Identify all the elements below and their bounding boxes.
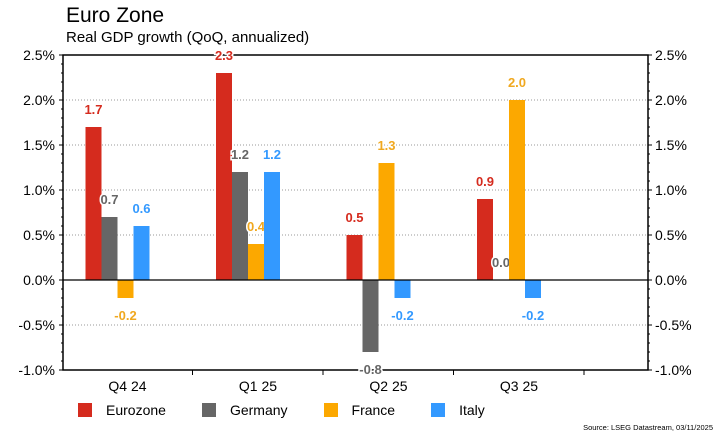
data-label: 1.2 [231, 147, 249, 162]
y-tick-label-right: -1.0% [655, 362, 692, 378]
y-tick-label-right: 1.5% [655, 137, 687, 153]
legend-item: Italy [431, 402, 485, 418]
y-tick-label-left: -0.5% [18, 317, 55, 333]
chart-title: Euro Zone [66, 4, 165, 27]
bar-germany [232, 172, 248, 280]
bar-eurozone [477, 199, 493, 280]
legend-label: Germany [229, 402, 288, 418]
data-label: -0.2 [391, 308, 413, 323]
data-label: -0.8 [359, 362, 381, 377]
y-tick-label-right: 0.0% [655, 272, 687, 288]
data-label: 0.6 [132, 201, 150, 216]
bar-germany [362, 280, 379, 352]
data-label: -0.2 [114, 308, 136, 323]
y-tick-label-left: 1.0% [23, 182, 55, 198]
bar-italy [133, 226, 150, 280]
data-label: 0.9 [476, 174, 494, 189]
data-label: 1.2 [263, 147, 281, 162]
chart-subtitle: Real GDP growth (QoQ, annualized) [66, 29, 310, 46]
data-label: 2.3 [215, 48, 233, 63]
bar-italy [264, 172, 280, 280]
legend-swatch [323, 403, 338, 417]
y-tick-label-left: 2.5% [23, 47, 55, 63]
y-tick-label-right: 2.0% [655, 92, 687, 108]
x-tick-label: Q3 25 [500, 378, 538, 394]
legend-item: Eurozone [78, 402, 166, 418]
bar-italy [394, 280, 411, 298]
legend-item: France [323, 402, 396, 418]
data-label: -0.2 [522, 308, 544, 323]
legend: Eurozone Germany France Italy [78, 402, 521, 418]
data-label: 1.3 [377, 138, 395, 153]
y-tick-label-left: 0.0% [23, 272, 55, 288]
data-label: 0.4 [247, 219, 266, 234]
y-tick-label-right: -0.5% [655, 317, 692, 333]
bar-germany [101, 217, 118, 280]
legend-label: Italy [459, 402, 485, 418]
x-tick-label: Q1 25 [239, 378, 277, 394]
x-tick-label: Q2 25 [369, 378, 407, 394]
bar-eurozone [216, 73, 232, 280]
legend-label: Eurozone [106, 402, 166, 418]
legend-swatch [201, 403, 216, 417]
bar-france [248, 244, 264, 280]
bar-eurozone [346, 235, 363, 280]
y-tick-label-right: 0.5% [655, 227, 687, 243]
data-label: 2.0 [508, 75, 526, 90]
data-label: 1.7 [84, 102, 102, 117]
y-tick-label-right: 1.0% [655, 182, 687, 198]
x-tick-label: Q4 24 [108, 378, 146, 394]
y-tick-label-left: 1.5% [23, 137, 55, 153]
legend-swatch [78, 403, 92, 417]
source-note: Source: LSEG Datastream, 03/11/2025 [583, 423, 713, 432]
data-label: 0.0 [492, 255, 510, 270]
y-tick-label-right: 2.5% [655, 47, 687, 63]
legend-label: France [351, 402, 396, 418]
bar-france [509, 100, 525, 280]
legend-swatch [431, 403, 446, 417]
data-label: 0.5 [345, 210, 363, 225]
bar-france [378, 163, 395, 280]
bar-eurozone [85, 127, 102, 280]
data-label: 0.7 [100, 192, 118, 207]
bar-italy [525, 280, 541, 298]
y-tick-label-left: 2.0% [23, 92, 55, 108]
legend-item: Germany [201, 402, 288, 418]
y-tick-label-left: 0.5% [23, 227, 55, 243]
plot-frame [62, 54, 649, 371]
y-tick-label-left: -1.0% [18, 362, 55, 378]
bar-france [117, 280, 134, 298]
